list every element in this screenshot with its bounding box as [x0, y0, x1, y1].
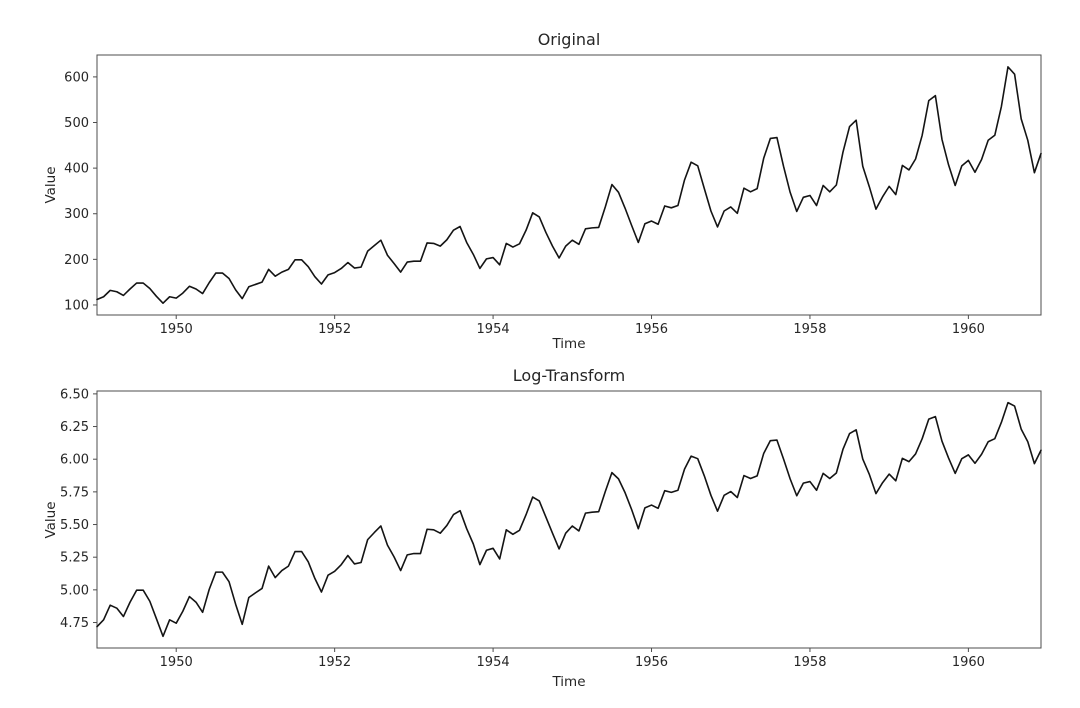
y-tick-label: 100: [64, 298, 89, 313]
y-tick-label: 4.75: [60, 616, 89, 631]
chart-title: Log-Transform: [512, 366, 626, 385]
x-tick-label: 1956: [635, 655, 668, 670]
y-tick-label: 300: [64, 207, 89, 222]
y-tick-label: 400: [64, 162, 89, 177]
y-tick-label: 5.00: [60, 583, 89, 598]
x-tick-label: 1952: [318, 655, 351, 670]
x-tick-label: 1956: [635, 322, 668, 337]
plot-area: 1950 1952 1954 1956 1958 1960 100 200 300 400 500 6…: [64, 54, 1042, 337]
series-line: [96, 66, 1042, 304]
y-tick-label: 5.25: [60, 551, 89, 566]
y-tick-label: 5.75: [60, 485, 89, 500]
chart-title: Original: [537, 30, 601, 49]
y-tick-label: 500: [64, 116, 89, 131]
x-tick-label: 1960: [952, 655, 985, 670]
y-axis-label: Value: [43, 166, 59, 204]
x-tick-label: 1952: [318, 322, 351, 337]
axes-frame: [96, 390, 1042, 649]
y-tick-label: 6.25: [60, 420, 89, 435]
x-axis-label: Time: [552, 336, 586, 352]
y-axis-label: Value: [43, 501, 59, 539]
x-tick-label: 1960: [952, 322, 985, 337]
y-tick-label: 5.50: [60, 518, 89, 533]
x-tick-label: 1954: [477, 322, 510, 337]
y-tick-label: 6.00: [60, 453, 89, 468]
x-tick-label: 1950: [160, 322, 193, 337]
x-tick-label: 1954: [477, 655, 510, 670]
y-tick-label: 600: [64, 70, 89, 85]
series-line: [96, 401, 1042, 638]
x-tick-label: 1958: [793, 655, 826, 670]
x-tick-label: 1950: [160, 655, 193, 670]
y-tick-label: 6.50: [60, 387, 89, 402]
axes-frame: [96, 54, 1042, 316]
x-axis-label: Time: [552, 674, 586, 690]
x-tick-label: 1958: [793, 322, 826, 337]
y-tick-label: 200: [64, 253, 89, 268]
plot-area: 1950 1952 1954 1956 1958 1960 4.75 5.00 5.25 5.50…: [60, 387, 1042, 670]
